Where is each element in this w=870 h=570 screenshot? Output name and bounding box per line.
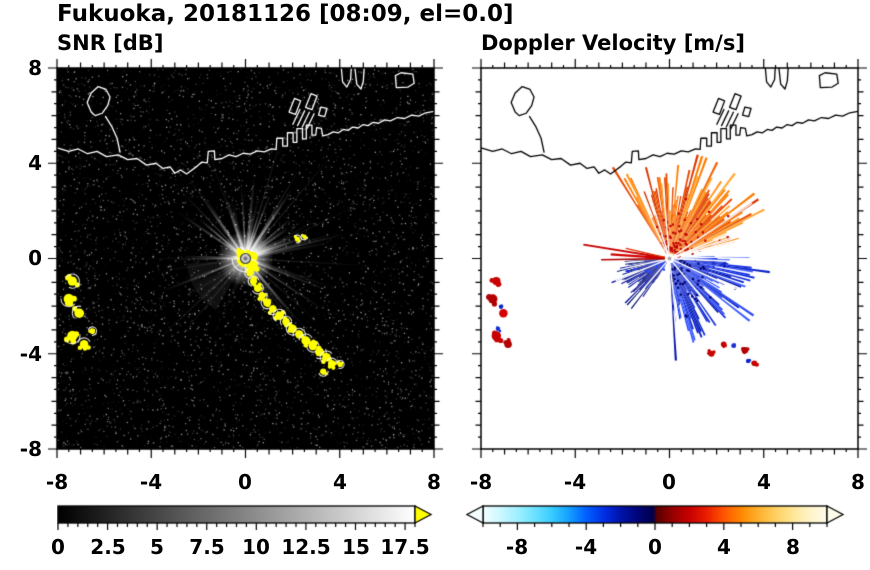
snr-colorbar-label: 5 <box>150 535 164 559</box>
figure-title: Fukuoka, 20181126 [08:09, el=0.0] <box>57 1 514 27</box>
snr-colorbar-label: 12.5 <box>281 535 331 559</box>
snr-colorbar-label: 17.5 <box>380 535 430 559</box>
doppler-panel-title: Doppler Velocity [m/s] <box>481 31 745 55</box>
snr-panel-title: SNR [dB] <box>57 31 164 55</box>
y-tick-label: 4 <box>28 151 42 175</box>
x-tick-label: -8 <box>469 470 493 494</box>
x-tick-label: -4 <box>563 470 587 494</box>
doppler-colorbar-label: -8 <box>505 535 529 559</box>
x-tick-label: 4 <box>333 470 347 494</box>
x-tick-label: 0 <box>238 470 252 494</box>
y-tick-label: -4 <box>19 342 42 366</box>
doppler-colorbar-label: 0 <box>648 535 662 559</box>
x-tick-label: 8 <box>851 470 865 494</box>
y-tick-label: -8 <box>19 437 42 461</box>
snr-colorbar-label: 2.5 <box>90 535 126 559</box>
doppler-colorbar-canvas <box>463 504 845 534</box>
x-tick-label: 0 <box>662 470 676 494</box>
snr-colorbar-label: 15 <box>342 535 370 559</box>
x-tick-label: -4 <box>139 470 163 494</box>
doppler-plot-canvas <box>471 58 868 459</box>
snr-colorbar-label: 10 <box>242 535 270 559</box>
doppler-colorbar-label: 8 <box>786 535 800 559</box>
x-tick-label: 8 <box>427 470 441 494</box>
snr-colorbar-label: 7.5 <box>189 535 225 559</box>
snr-colorbar-label: 0 <box>51 535 65 559</box>
y-tick-label: 8 <box>28 56 42 80</box>
doppler-colorbar-label: -4 <box>574 535 598 559</box>
x-tick-label: 4 <box>757 470 771 494</box>
y-tick-label: 0 <box>28 246 42 270</box>
doppler-colorbar-label: 4 <box>717 535 731 559</box>
snr-colorbar-canvas <box>57 504 435 534</box>
snr-plot-canvas <box>47 58 444 459</box>
x-tick-label: -8 <box>45 470 69 494</box>
